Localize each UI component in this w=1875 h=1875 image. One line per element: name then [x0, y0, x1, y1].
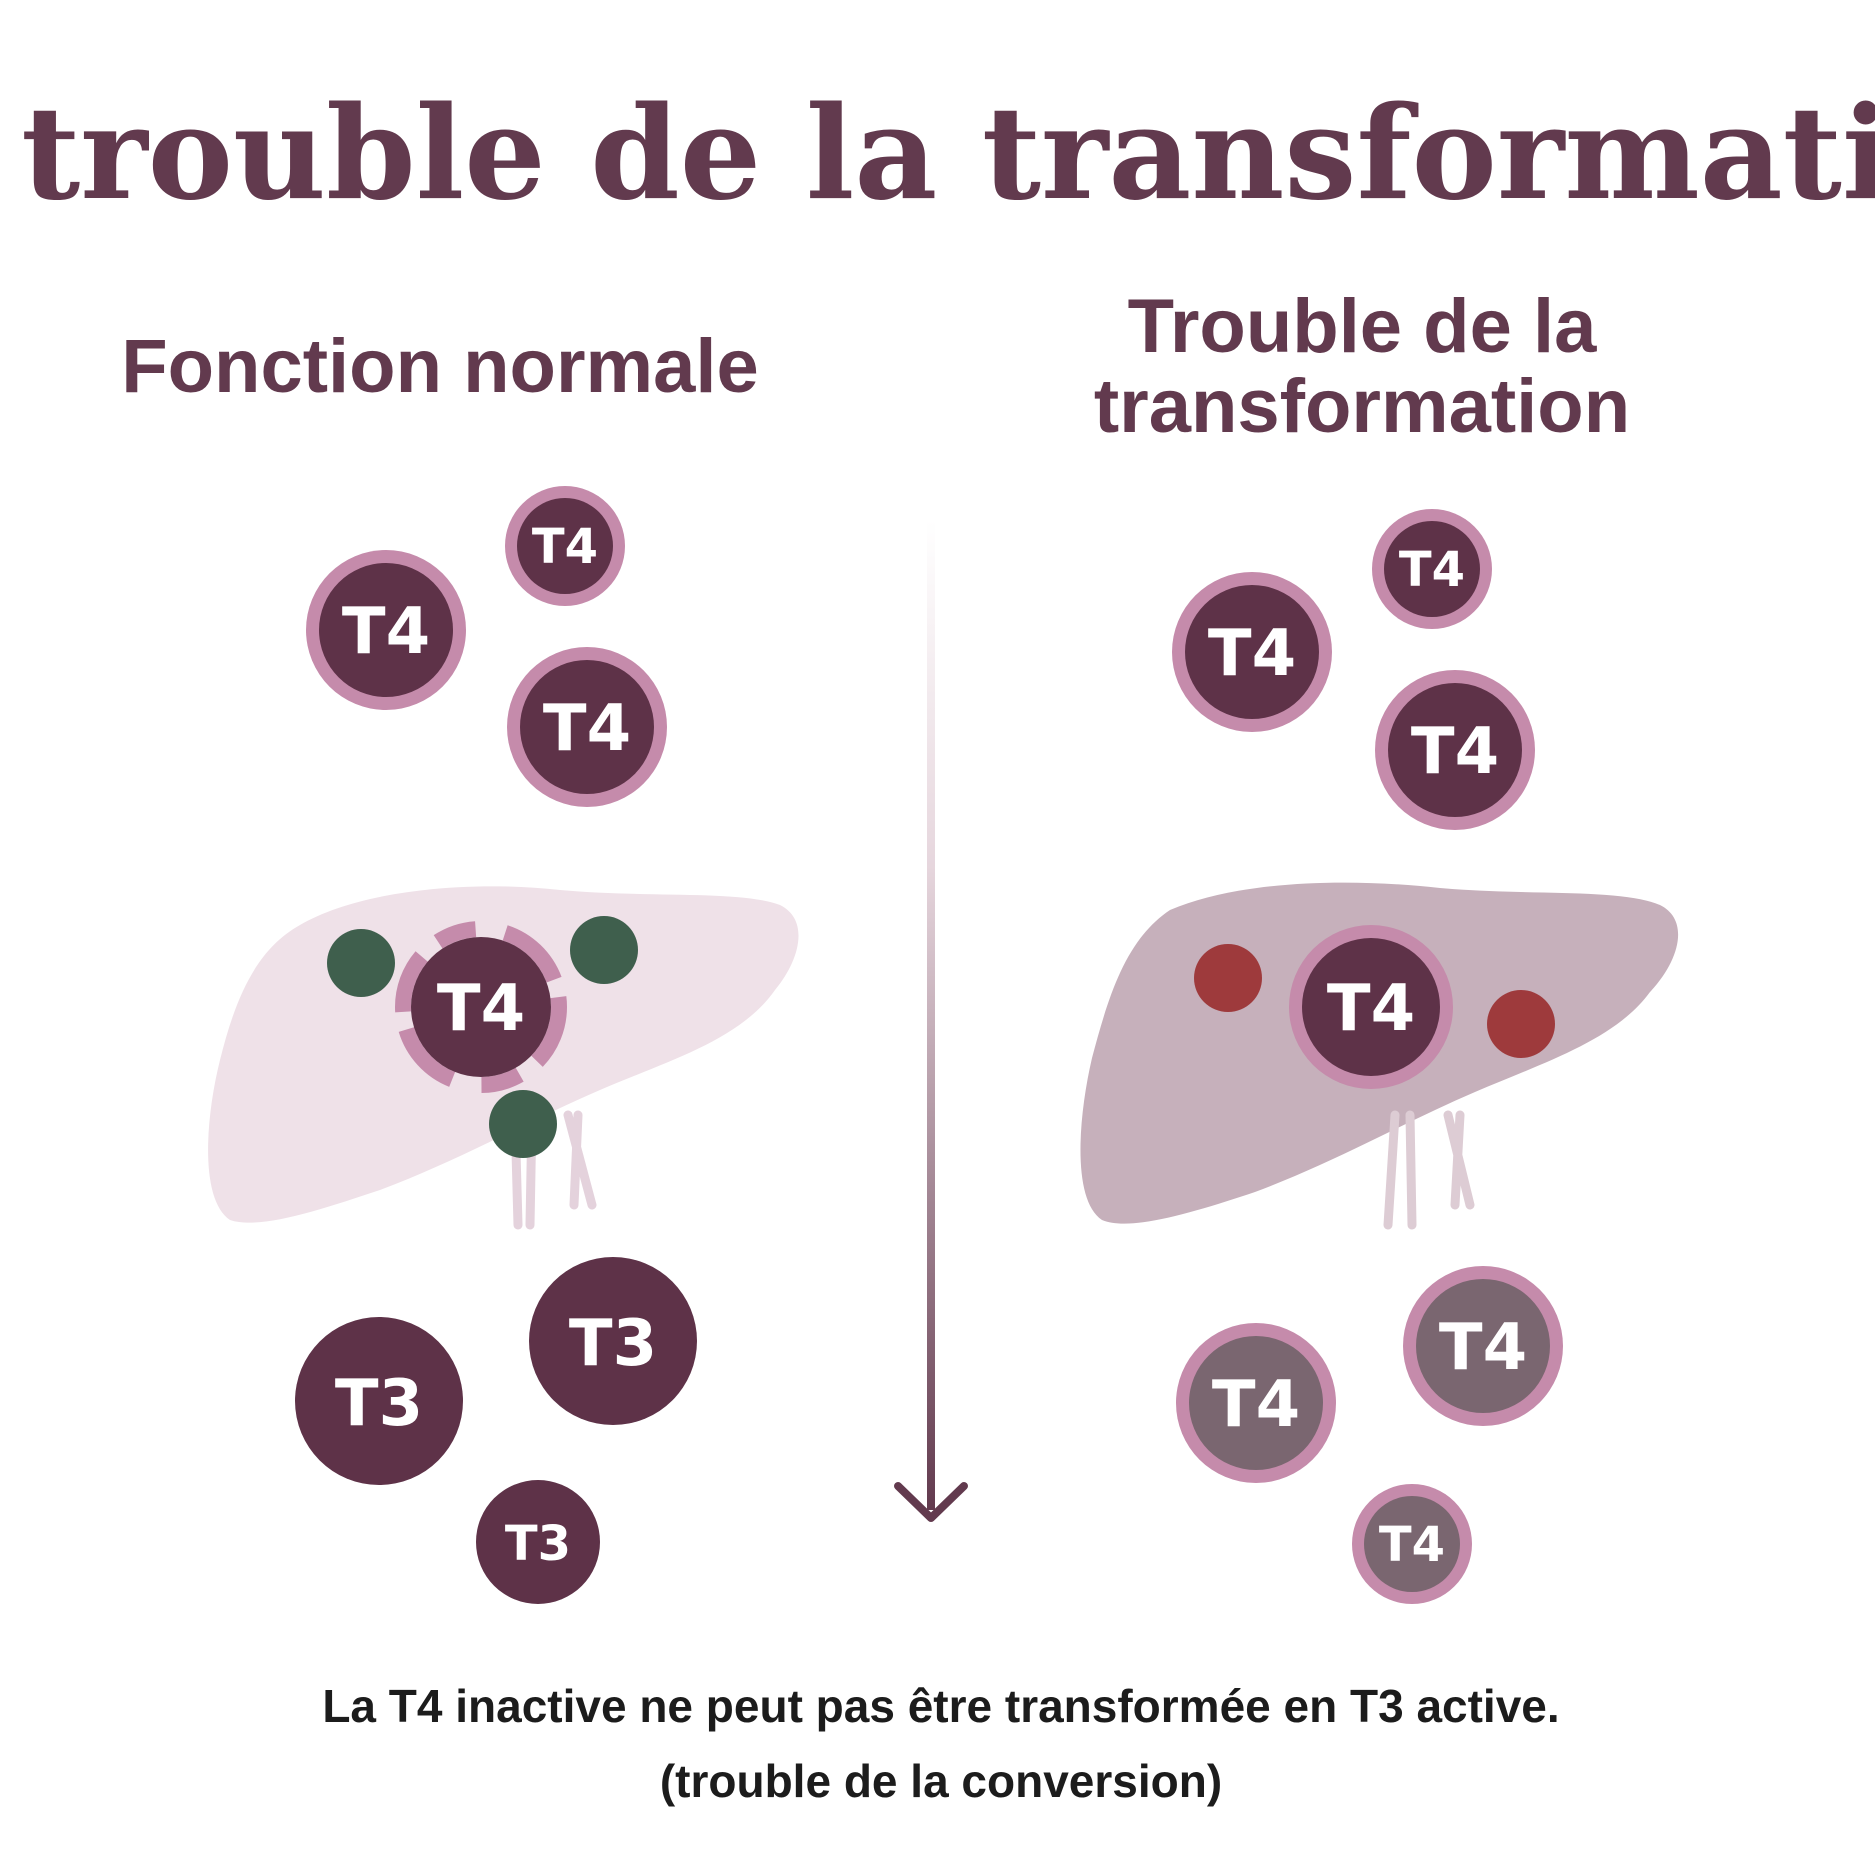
right-heading-line2: transformation: [1094, 364, 1630, 449]
hormone-t4-inactive: T4: [1403, 1266, 1563, 1426]
left-heading: Fonction normale: [121, 324, 759, 409]
enzyme-active: [570, 916, 638, 984]
svg-text:T4: T4: [437, 972, 525, 1046]
svg-text:T4: T4: [532, 519, 598, 575]
svg-text:T4: T4: [1208, 617, 1296, 691]
svg-text:T4: T4: [1399, 542, 1465, 598]
hormone-t4-inactive: T4: [1352, 1484, 1472, 1604]
svg-text:T4: T4: [543, 692, 631, 766]
svg-text:T4: T4: [342, 595, 430, 669]
arrow-down-icon: [894, 520, 968, 1522]
svg-text:T3: T3: [569, 1307, 657, 1381]
enzyme-active: [489, 1090, 557, 1158]
hormone-t4-inactive: T4: [1176, 1323, 1336, 1483]
svg-text:T4: T4: [1379, 1517, 1445, 1573]
svg-text:T4: T4: [1411, 715, 1499, 789]
caption-line1: La T4 inactive ne peut pas être transfor…: [322, 1680, 1559, 1732]
hormone-t4: T4: [1372, 509, 1492, 629]
svg-text:T4: T4: [1327, 972, 1415, 1046]
svg-text:T3: T3: [505, 1516, 571, 1572]
hormone-t4: T4: [505, 486, 625, 606]
svg-text:T4: T4: [1439, 1311, 1527, 1385]
hormone-t4-converting: T4: [395, 921, 567, 1093]
svg-text:T3: T3: [335, 1367, 423, 1441]
caption-line2: (trouble de la conversion): [660, 1755, 1222, 1807]
enzyme-inactive: [1487, 990, 1555, 1058]
hormone-t4: T4: [1375, 670, 1535, 830]
hormone-t3: T3: [295, 1317, 463, 1485]
right-heading-line1: Trouble de la: [1128, 284, 1597, 369]
hormone-t4: T4: [306, 550, 466, 710]
hormone-t3: T3: [529, 1257, 697, 1425]
hormone-t4-unconverted: T4: [1289, 925, 1453, 1089]
svg-text:T4: T4: [1212, 1368, 1300, 1442]
hormone-t4: T4: [1172, 572, 1332, 732]
page-title: Le trouble de la transformation: [0, 79, 1875, 229]
hormone-t3: T3: [476, 1480, 600, 1604]
hormone-t4: T4: [507, 647, 667, 807]
enzyme-active: [327, 929, 395, 997]
enzyme-inactive: [1194, 944, 1262, 1012]
